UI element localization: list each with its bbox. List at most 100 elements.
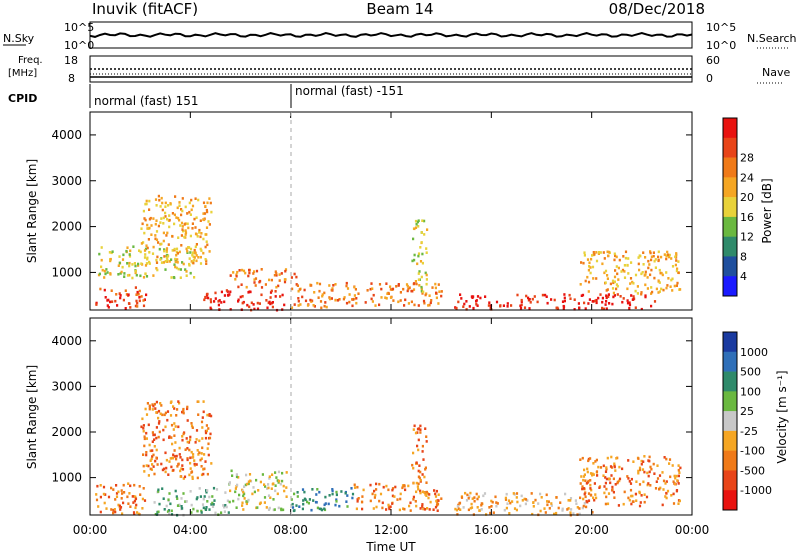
power-cell [622,297,625,300]
velocity-cell [665,491,668,495]
velocity-cell [171,442,174,446]
velocity-cell [143,444,146,448]
power-cell [178,201,181,204]
velocity-cell [154,407,157,410]
velocity-cell [127,482,130,485]
power-cell [670,257,673,260]
velocity-colorbar-swatch [723,391,737,412]
velocity-cell [197,400,200,403]
power-cell [569,297,572,300]
power-cell [408,286,411,289]
velocity-cell [585,482,588,485]
power-cell [208,250,211,253]
velocity-cell [132,511,136,514]
velocity-cell [331,492,334,496]
velocity-cell [428,493,431,496]
power-cell [663,253,666,256]
velocity-cell [389,505,392,508]
power-cell [318,282,322,286]
velocity-cell [478,509,481,512]
velocity-cell [182,407,185,411]
velocity-cell [419,428,422,431]
power-cell [190,198,193,202]
velocity-cell [132,501,135,504]
power-cell [385,297,388,300]
velocity-cell [480,502,483,505]
power-cell [144,272,147,275]
velocity-cell [271,473,274,476]
velocity-cell [583,492,586,496]
power-cell [465,300,468,303]
power-cell [123,275,126,278]
velocity-cell [145,437,148,440]
velocity-cell [639,468,642,472]
velocity-cell [476,506,479,509]
power-cell [677,260,680,263]
velocity-cell [152,465,155,468]
power-cell [420,241,423,244]
velocity-cell [388,507,391,511]
velocity-cell [419,470,422,474]
velocity-cell [117,503,120,507]
velocity-cell [613,496,616,499]
power-cell [269,296,272,299]
power-cell [615,265,618,268]
velocity-cell [275,476,278,479]
velocity-ytick-label: 1000 [51,471,82,485]
power-cell [155,238,159,242]
velocity-cell [265,506,268,509]
power-cell [175,216,178,219]
power-cell [178,218,181,222]
velocity-cell [581,487,584,491]
velocity-cell [492,511,495,514]
velocity-cell [280,507,283,511]
velocity-cell [196,476,199,480]
velocity-cell [610,455,613,459]
power-cell [525,294,528,298]
velocity-cell [136,511,139,514]
velocity-cell [595,470,599,473]
power-cell [644,256,647,259]
velocity-cell [303,490,306,494]
power-cell [611,279,615,283]
power-cell [427,304,430,307]
velocity-cell [143,470,146,473]
velocity-cell [191,426,194,429]
power-cell [440,290,443,293]
velocity-cell [385,484,388,488]
power-cell [155,219,158,222]
power-cell [328,297,332,301]
velocity-cell [458,502,461,505]
velocity-cell [152,433,155,437]
power-cell [609,282,612,286]
velocity-cell [166,510,170,513]
velocity-cell [482,494,485,498]
velocity-cell [540,496,543,499]
velocity-cell [184,448,187,451]
velocity-cell [661,503,664,507]
power-cell [100,258,103,262]
velocity-cell [456,513,459,516]
power-cell [355,297,358,300]
velocity-cell [515,496,518,499]
power-cell [164,260,167,263]
velocity-cell [662,488,665,491]
power-cell [118,292,121,295]
velocity-cell [596,474,599,477]
power-cell [562,305,566,308]
power-colorbar-swatch [723,197,737,218]
velocity-cell [424,493,427,496]
power-cell [604,269,608,273]
power-cell [248,305,251,309]
velocity-cell [157,416,160,420]
velocity-cell [369,483,372,487]
power-cell [417,225,420,228]
velocity-cell [201,426,204,429]
power-cell [587,290,590,293]
velocity-cell [110,508,113,511]
power-cell [404,298,407,302]
velocity-cell [587,459,590,463]
velocity-cell [153,472,156,476]
velocity-cell [648,459,651,463]
velocity-cell [204,508,208,511]
